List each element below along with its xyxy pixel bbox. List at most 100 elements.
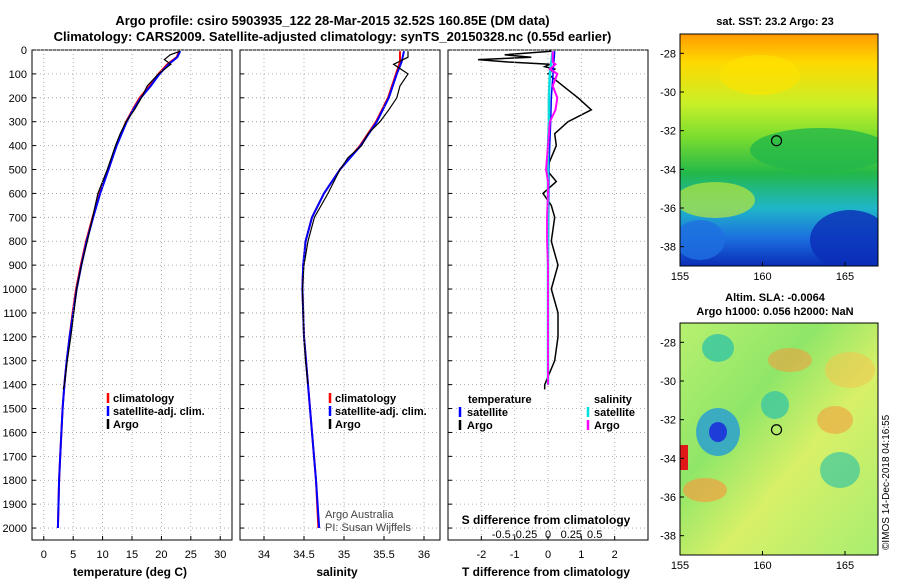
series-argo [301, 51, 409, 385]
temperature-grid [32, 49, 232, 529]
legend-label: Argo [594, 420, 620, 432]
sla-map-ticks: 155 160 165 -28 -30 -32 -34 -36 -38 [660, 337, 854, 572]
difference-t-tick-label: 2 [612, 549, 618, 561]
legend-label: satellite-adj. clim. [113, 406, 205, 418]
salinity-series [301, 50, 409, 529]
map-x-tick-label: 165 [836, 271, 854, 283]
difference-legend: temperature salinitysatelliteArgosatellit… [458, 394, 635, 432]
depth-tick-label: 900 [9, 260, 27, 272]
depth-tick-label: 700 [9, 212, 27, 224]
depth-tick-label: 800 [9, 236, 27, 248]
sst-map-panel: sat. SST: 23.2 Argo: 23 155 160 165 -28 -30 -… [660, 16, 879, 283]
depth-tick-label: 0 [21, 45, 27, 57]
map-y-tick-label: -30 [660, 376, 676, 388]
map-y-tick-label: -30 [660, 87, 676, 99]
legend-label: satellite [594, 407, 635, 419]
map-x-tick-label: 160 [753, 271, 771, 283]
temperature-panel: 0 5 10 15 20 25 30 temperature (deg C) climato… [31, 49, 233, 579]
series-t-argo [477, 50, 593, 390]
difference-s-tick-label: 0.5 [587, 529, 602, 541]
sst-map-argo-marker [770, 135, 783, 147]
sla-map-frame [679, 322, 879, 556]
map-x-tick-label: 155 [671, 560, 689, 572]
chart-title-line1: Argo profile: csiro 5903935_122 28-Mar-2… [115, 13, 550, 28]
temperature-tick-label: 30 [214, 549, 226, 561]
depth-tick-label: 1400 [3, 380, 27, 392]
depth-tick-label: 2000 [3, 523, 27, 535]
depth-tick-label: 1900 [3, 499, 27, 511]
difference-t-tick-label: 1 [578, 549, 584, 561]
difference-t-x-ticks: -2 -1 0 1 2 [476, 50, 618, 561]
temperature-tick-label: 25 [185, 549, 197, 561]
legend-label: Argo [113, 419, 139, 431]
difference-s-tick-label: -0.5 [492, 529, 511, 541]
map-x-tick-label: 165 [836, 560, 854, 572]
difference-s-tick-label: 0 [545, 529, 551, 541]
depth-tick-label: 600 [9, 188, 27, 200]
legend-header-temperature: temperature [468, 394, 532, 406]
difference-panel: -2 -1 0 1 2 -0.5 -0.25 0 0.25 0.5 T difference f… [447, 49, 649, 579]
sst-map-frame [679, 33, 879, 267]
salinity-x-ticks: 34 34.5 35 35.5 36 [258, 50, 430, 561]
pi-annotation-line1: Argo Australia [325, 509, 394, 521]
temperature-series [56, 50, 182, 529]
map-x-tick-label: 160 [753, 560, 771, 572]
salinity-grid [240, 49, 440, 529]
depth-tick-label: 100 [9, 69, 27, 81]
salinity-tick-label: 34.5 [293, 549, 314, 561]
temperature-x-label: temperature (deg C) [73, 565, 187, 579]
depth-tick-label: 200 [9, 93, 27, 105]
temperature-tick-label: 20 [155, 549, 167, 561]
depth-axis-ticks: 0 100 200 300 400 500 600 700 800 900 1000 1100 1200… [3, 45, 27, 535]
sst-map-ticks: 155 160 165 -28 -30 -32 -34 -36 -38 [660, 48, 854, 283]
salinity-tick-label: 35 [338, 549, 350, 561]
difference-s-x-label: S difference from climatology [462, 513, 631, 527]
difference-t-tick-label: -1 [510, 549, 520, 561]
depth-tick-label: 1300 [3, 356, 27, 368]
imos-timestamp: ©IMOS 14-Dec-2018 04:16:55 [881, 414, 892, 550]
map-y-tick-label: -34 [660, 164, 676, 176]
depth-tick-label: 1700 [3, 451, 27, 463]
map-y-tick-label: -32 [660, 415, 676, 427]
depth-tick-label: 1100 [3, 308, 27, 320]
sla-map-title-line1: Altim. SLA: -0.0064 [725, 292, 826, 304]
salinity-panel: 34 34.5 35 35.5 36 salinity climatologysatel… [239, 49, 441, 579]
map-y-tick-label: -34 [660, 453, 676, 465]
sla-map-title-line2: Argo h1000: 0.056 h2000: NaN [696, 306, 853, 318]
depth-tick-label: 1600 [3, 427, 27, 439]
series-argo [62, 50, 181, 390]
map-y-tick-label: -28 [660, 337, 676, 349]
depth-tick-label: 1500 [3, 404, 27, 416]
depth-tick-label: 400 [9, 141, 27, 153]
sst-map-title: sat. SST: 23.2 Argo: 23 [716, 16, 834, 28]
salinity-x-label: salinity [316, 565, 358, 579]
map-x-tick-label: 155 [671, 271, 689, 283]
map-y-tick-label: -32 [660, 126, 676, 138]
temperature-x-ticks: 0 5 10 15 20 25 30 [41, 50, 226, 561]
salinity-tick-label: 36 [418, 549, 430, 561]
pi-annotation-line2: PI: Susan Wijffels [325, 522, 411, 534]
difference-series [477, 50, 593, 390]
temperature-tick-label: 15 [126, 549, 138, 561]
salinity-axes-frame [239, 49, 441, 541]
sla-map-eddies [680, 334, 875, 502]
depth-tick-label: 300 [9, 117, 27, 129]
sst-map-features [680, 55, 878, 266]
map-y-tick-label: -36 [660, 203, 676, 215]
difference-t-tick-label: 0 [545, 549, 551, 561]
map-y-tick-label: -28 [660, 48, 676, 60]
legend-label: satellite [467, 407, 508, 419]
sla-map-panel: Altim. SLA: -0.0064 Argo h1000: 0.056 h2… [660, 292, 879, 572]
series-s-argo [545, 51, 559, 385]
difference-s-tick-label: 0.25 [561, 529, 582, 541]
chart-title-line2: Climatology: CARS2009. Satellite-adjuste… [53, 29, 612, 44]
salinity-tick-label: 34 [258, 549, 270, 561]
difference-s-tick-label: -0.25 [512, 529, 537, 541]
sla-map-argo-marker [770, 424, 783, 436]
legend-label: climatology [335, 393, 397, 405]
legend-label: satellite-adj. clim. [335, 406, 427, 418]
depth-tick-label: 500 [9, 165, 27, 177]
